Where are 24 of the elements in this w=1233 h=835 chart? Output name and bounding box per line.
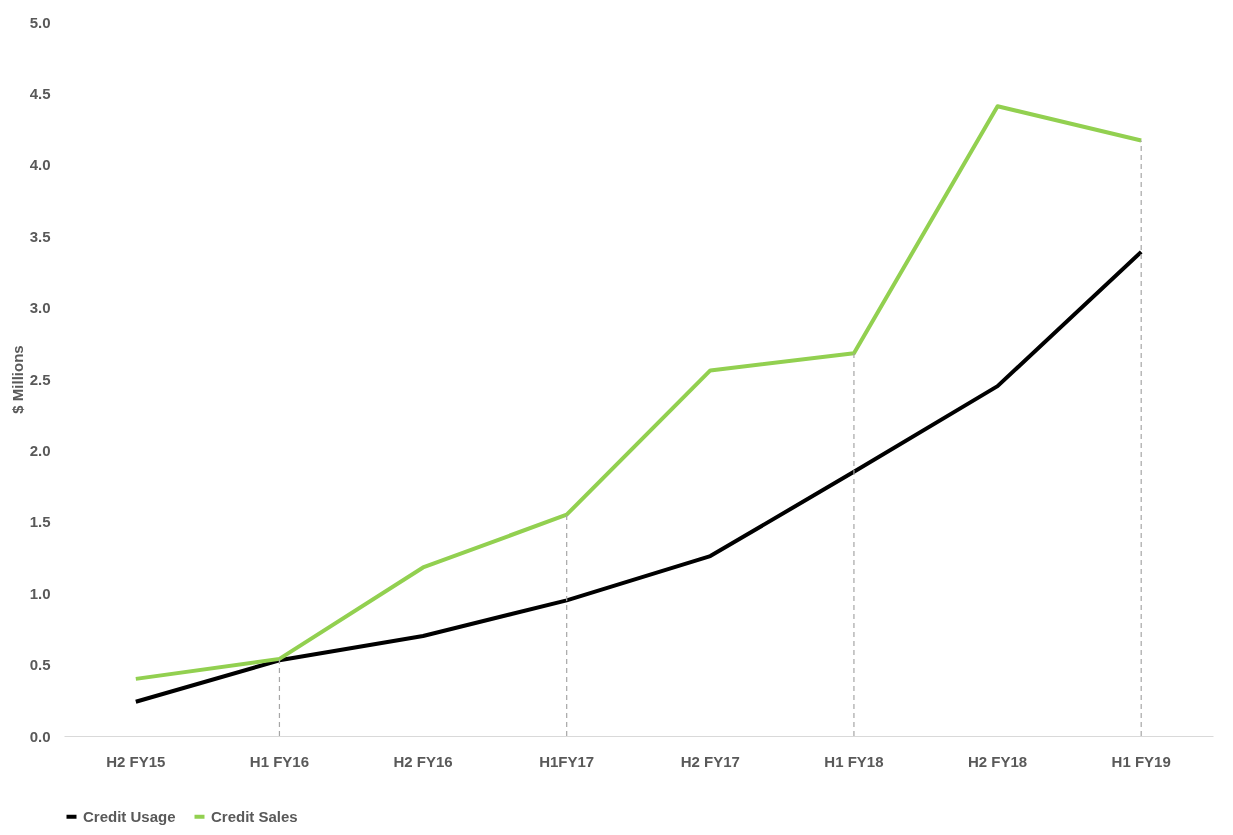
- y-tick-label: 5.0: [29, 13, 51, 31]
- y-tick-label: 0.5: [29, 656, 51, 674]
- x-tick-label: H2 FY15: [106, 752, 166, 770]
- y-tick-label: 2.5: [29, 370, 51, 388]
- y-tick-label: 0.0: [29, 727, 51, 745]
- y-tick-label: 3.5: [29, 227, 51, 245]
- y-tick-label: 1.0: [29, 584, 51, 602]
- y-tick-label: 4.5: [29, 84, 51, 102]
- y-tick-label: 2.0: [29, 441, 51, 459]
- y-axis-title: $ Millions: [8, 345, 26, 414]
- legend-label: Credit Sales: [211, 807, 298, 825]
- line-series: [133, 249, 1144, 704]
- x-tick-label: H2 FY17: [680, 752, 740, 770]
- y-tick-label: 3.0: [29, 299, 51, 317]
- y-tick-label: 1.5: [29, 513, 51, 531]
- x-tick-label: H1FY17: [539, 752, 595, 770]
- x-tick-label: H1 FY19: [1111, 752, 1171, 770]
- y-tick-label: 4.0: [29, 156, 51, 174]
- x-tick-label: H1 FY16: [249, 752, 310, 770]
- legend-label: Credit Usage: [83, 807, 176, 825]
- line-series: [133, 104, 1144, 681]
- x-tick-label: H1 FY18: [824, 752, 884, 770]
- x-tick-label: H2 FY16: [393, 752, 453, 770]
- x-tick-label: H2 FY18: [967, 752, 1028, 770]
